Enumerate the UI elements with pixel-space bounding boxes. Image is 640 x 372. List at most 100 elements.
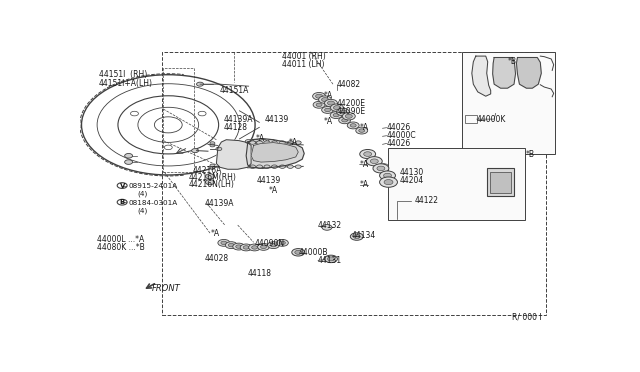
Circle shape	[233, 243, 244, 250]
Circle shape	[252, 246, 257, 249]
Circle shape	[196, 82, 204, 86]
Circle shape	[350, 124, 356, 127]
Bar	[490, 171, 511, 193]
Circle shape	[295, 141, 301, 144]
Text: (4): (4)	[137, 191, 147, 198]
Circle shape	[236, 245, 242, 248]
Circle shape	[342, 119, 348, 122]
Circle shape	[348, 122, 359, 129]
Circle shape	[316, 103, 322, 106]
Circle shape	[280, 165, 285, 169]
Circle shape	[321, 97, 328, 102]
Circle shape	[316, 94, 323, 98]
Circle shape	[295, 165, 301, 169]
Text: *A: *A	[360, 180, 369, 189]
Text: FRONT: FRONT	[152, 284, 180, 293]
Bar	[163, 68, 194, 172]
Polygon shape	[251, 142, 298, 162]
Circle shape	[205, 180, 214, 185]
Text: B: B	[120, 199, 125, 205]
Circle shape	[221, 241, 227, 244]
Text: 44139: 44139	[257, 176, 281, 185]
Circle shape	[324, 99, 337, 107]
Circle shape	[292, 248, 305, 256]
Circle shape	[353, 235, 360, 238]
Text: *A: *A	[256, 134, 265, 143]
Circle shape	[216, 147, 222, 151]
Circle shape	[339, 117, 351, 124]
Text: 44200E: 44200E	[337, 99, 366, 108]
Circle shape	[313, 101, 325, 108]
Text: *A: *A	[269, 186, 278, 195]
Circle shape	[333, 106, 340, 110]
Circle shape	[250, 141, 255, 144]
Circle shape	[264, 141, 270, 144]
Text: 44132: 44132	[318, 221, 342, 230]
Circle shape	[324, 255, 337, 263]
Text: 44216A: 44216A	[193, 166, 222, 174]
Circle shape	[383, 173, 392, 178]
Circle shape	[384, 180, 393, 185]
Circle shape	[324, 108, 331, 112]
Circle shape	[364, 152, 372, 156]
Text: 44139: 44139	[264, 115, 289, 124]
Text: 44026: 44026	[387, 139, 411, 148]
Circle shape	[322, 225, 332, 230]
Bar	[462, 52, 555, 154]
Text: 44026: 44026	[387, 123, 411, 132]
Text: 44139A: 44139A	[224, 115, 253, 124]
Circle shape	[225, 242, 237, 248]
Circle shape	[280, 241, 285, 244]
Circle shape	[328, 257, 335, 261]
Text: 44216M(RH): 44216M(RH)	[188, 173, 236, 182]
Polygon shape	[246, 139, 304, 169]
Text: 44001 (RH): 44001 (RH)	[282, 52, 326, 61]
Text: 44000B: 44000B	[298, 248, 328, 257]
Text: 44028: 44028	[205, 254, 229, 263]
Text: *A: *A	[324, 91, 333, 100]
Bar	[162, 52, 547, 315]
Text: *B: *B	[525, 150, 534, 158]
Polygon shape	[216, 140, 251, 169]
Circle shape	[337, 108, 349, 116]
Bar	[388, 148, 525, 220]
Text: 44151l+A(LH): 44151l+A(LH)	[99, 79, 153, 89]
Circle shape	[287, 165, 293, 169]
Bar	[465, 115, 477, 123]
Circle shape	[125, 160, 132, 164]
Circle shape	[380, 177, 397, 187]
Circle shape	[253, 140, 260, 144]
Text: *A: *A	[211, 229, 220, 238]
Circle shape	[328, 101, 335, 105]
Text: 44139A: 44139A	[205, 199, 234, 208]
Text: 44118: 44118	[248, 269, 271, 278]
Circle shape	[248, 244, 260, 251]
Circle shape	[339, 110, 346, 114]
Text: 44216N(LH): 44216N(LH)	[188, 180, 234, 189]
Text: 44090N: 44090N	[255, 239, 285, 248]
Text: 44131: 44131	[318, 256, 342, 265]
Polygon shape	[472, 56, 491, 96]
Circle shape	[312, 93, 326, 100]
Text: 44128: 44128	[224, 123, 248, 132]
Circle shape	[295, 250, 301, 254]
Circle shape	[350, 233, 364, 240]
Circle shape	[377, 166, 385, 171]
Circle shape	[330, 112, 342, 119]
Text: *B: *B	[508, 57, 516, 66]
Circle shape	[218, 240, 230, 246]
Text: (4): (4)	[137, 208, 147, 214]
Text: 44011 (LH): 44011 (LH)	[282, 60, 325, 69]
Circle shape	[240, 244, 252, 251]
Circle shape	[250, 165, 255, 169]
Text: *A: *A	[360, 123, 369, 132]
Circle shape	[260, 140, 267, 144]
Text: *A: *A	[324, 117, 333, 126]
Text: 44130: 44130	[399, 168, 424, 177]
Circle shape	[271, 141, 277, 144]
Circle shape	[264, 165, 270, 169]
Circle shape	[271, 165, 277, 169]
Text: R/ 000 I: R/ 000 I	[511, 313, 541, 322]
Text: 44151l  (RH): 44151l (RH)	[99, 70, 147, 79]
Text: *A: *A	[360, 160, 369, 169]
